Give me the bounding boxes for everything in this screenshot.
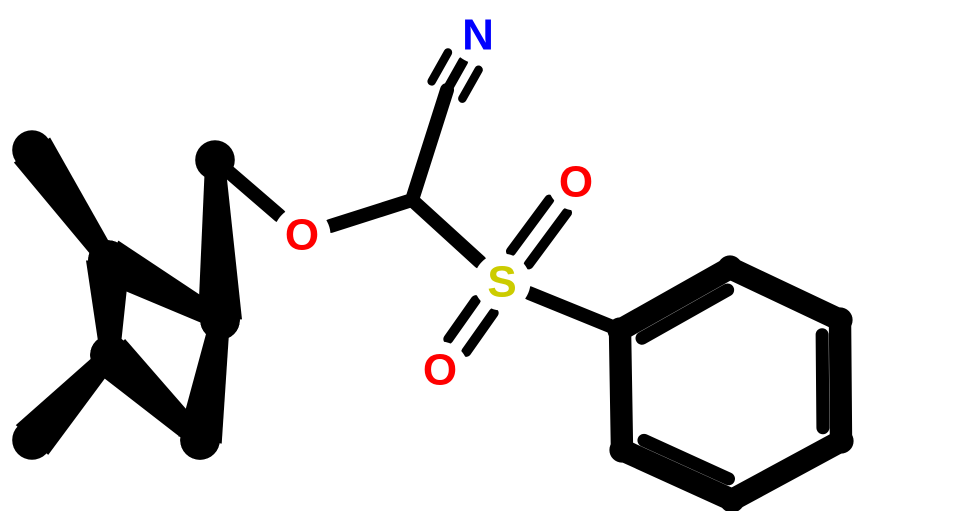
atom-O: O bbox=[559, 158, 593, 207]
bond bbox=[331, 200, 412, 226]
atom-S: S bbox=[487, 258, 516, 307]
bond-ring-inner bbox=[822, 335, 823, 428]
atom-N: N bbox=[462, 11, 494, 60]
atom-O: O bbox=[285, 211, 319, 260]
bond bbox=[412, 90, 447, 200]
bond bbox=[412, 200, 480, 262]
bond bbox=[466, 313, 493, 352]
bond bbox=[462, 70, 478, 99]
bond-ring bbox=[730, 268, 840, 320]
bond bbox=[432, 52, 448, 81]
bond bbox=[530, 293, 620, 330]
bond-ring bbox=[732, 441, 841, 500]
bond-ring bbox=[620, 330, 622, 450]
atom-O: O bbox=[423, 346, 457, 395]
bond bbox=[447, 61, 463, 90]
bond bbox=[448, 300, 475, 339]
molecule-diagram: SOOON bbox=[0, 0, 974, 511]
bond-ring bbox=[840, 320, 841, 441]
